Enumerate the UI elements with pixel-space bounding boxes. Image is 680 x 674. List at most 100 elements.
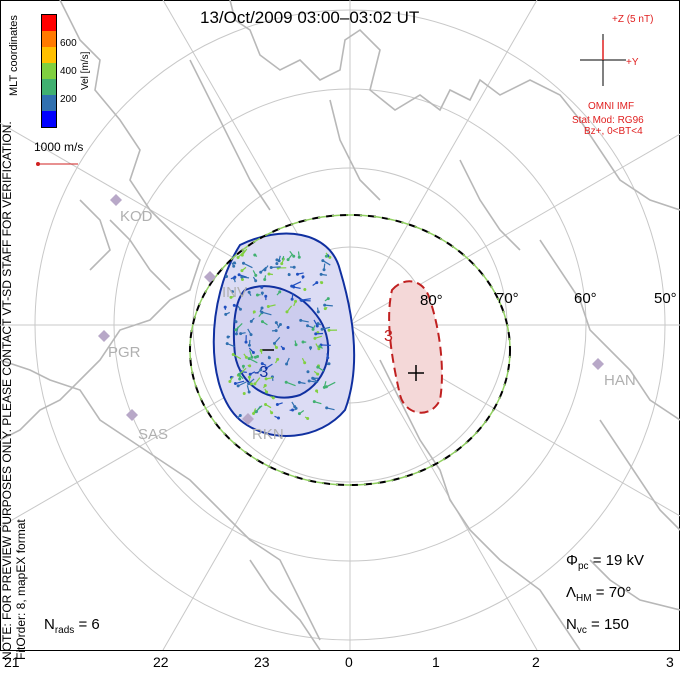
velocity-vector-origin (236, 256, 240, 260)
hm-latitude: ΛHM = 70° (566, 584, 631, 604)
velocity-vector-origin (266, 305, 270, 309)
velocity-vector-origin (242, 261, 246, 265)
velocity-vector-origin (269, 265, 273, 269)
velocity-vector-origin (276, 357, 280, 361)
preview-note: NOTE: FOR PREVIEW PURPOSES ONLY. PLEASE … (0, 121, 14, 660)
velocity-vector-origin (287, 273, 291, 277)
velocity-vector-origin (270, 411, 274, 415)
velocity-vector-origin (225, 274, 229, 278)
velocity-vector-origin (228, 380, 232, 384)
velocity-vector-origin (263, 383, 267, 387)
velocity-vector-origin (313, 336, 317, 340)
velocity-vector-origin (323, 303, 327, 307)
velocity-vector-origin (301, 275, 305, 279)
velocity-vector-origin (327, 362, 331, 366)
velocity-vector-origin (249, 382, 253, 386)
velocity-vector-origin (315, 324, 319, 328)
station-han-marker (592, 358, 604, 370)
velocity-vector (301, 298, 311, 301)
velocity-vector-origin (292, 254, 296, 258)
nvc-value: = 150 (586, 616, 629, 633)
lat-label-80: 80° (420, 292, 443, 309)
nrad-value: = 6 (74, 616, 100, 633)
station-markers (98, 194, 604, 425)
velocity-vector-origin (285, 362, 289, 366)
contour-label-pos: 3 (384, 328, 393, 345)
velocity-vector (243, 262, 253, 269)
velocity-vector-origin (223, 305, 227, 309)
velocity-vector-origin (291, 408, 295, 412)
dusk-inner-contour (232, 285, 330, 399)
colorbar-label: Vel [m/s] (80, 51, 91, 90)
velocity-vector-origin (274, 329, 278, 333)
imf-source-label: OMNI IMF (588, 101, 635, 112)
velocity-vector-origin (284, 380, 288, 384)
radar-count: Nrads = 6 (44, 616, 100, 636)
velocity-vector-origin (253, 355, 257, 359)
coastlines (0, 0, 680, 650)
velocity-vector-origin (324, 385, 328, 389)
velocity-vector (285, 381, 296, 387)
velocity-vector-origin (321, 259, 325, 263)
velocity-vector-origin (236, 384, 240, 388)
heppner-maynard-boundary (189, 214, 511, 486)
lambda-value: = 70° (591, 584, 632, 601)
fit-order-label: FitOrder: 8, mapEX format (14, 519, 28, 660)
velocity-vector-origin (260, 362, 264, 366)
velocity-vector-origin (254, 273, 258, 277)
dawn-convection-cell (388, 280, 443, 414)
colorbar-tick-600: 600 (60, 38, 77, 49)
velocity-vector-origin (320, 327, 324, 331)
velocity-vector-origin (299, 318, 303, 322)
velocity-vector-origin (325, 406, 329, 410)
phi-symbol: Φ (566, 552, 578, 569)
velocity-vector-origin (264, 377, 268, 381)
velocity-vector (235, 380, 245, 385)
mlt-tick-22: 22 (153, 654, 169, 670)
velocity-vector-origin (311, 327, 315, 331)
velocity-vector-origin (250, 355, 254, 359)
velocity-vector (237, 381, 247, 387)
velocity-vector-origin (232, 303, 236, 307)
velocity-vector-origin (276, 416, 280, 420)
velocity-vector (261, 311, 272, 316)
velocity-vector-origin (234, 332, 238, 336)
velocity-vector-origin (297, 412, 301, 416)
velocity-vector-origin (253, 382, 257, 386)
velocity-vector-origin (267, 356, 271, 360)
velocity-vector-origin (253, 253, 257, 257)
station-pgr-marker (98, 330, 110, 342)
velocity-vector-origin (316, 365, 320, 369)
velocity-vector-origin (294, 406, 298, 410)
imf-z-label: +Z (5 nT) (612, 14, 654, 25)
velocity-vector (237, 250, 246, 258)
velocity-vector-origin (247, 343, 251, 347)
velocity-vector-origin (286, 326, 290, 330)
velocity-vector-origin (260, 306, 264, 310)
mlt-tick-3: 3 (666, 654, 674, 670)
phi-value: = 19 kV (588, 552, 644, 569)
velocity-vector-origin (244, 340, 248, 344)
velocity-vector-origin (264, 366, 268, 370)
contour-label-neg: -3 (254, 364, 269, 381)
velocity-vector-origin (240, 277, 244, 281)
velocity-vector-origin (315, 281, 319, 285)
velocity-vector-origin (240, 275, 244, 279)
lambda-subscript: HM (576, 593, 592, 604)
velocity-colorbar (41, 14, 57, 128)
velocity-vector-origin (259, 349, 263, 353)
phi-subscript: pc (577, 561, 589, 572)
velocity-vector-origin (249, 333, 253, 337)
velocity-vector-origin (225, 342, 229, 346)
velocity-vector-origin (322, 268, 326, 272)
velocity-vector-origin (327, 328, 331, 332)
velocity-vector-origin (294, 343, 298, 347)
velocity-vector-origin (259, 368, 263, 372)
velocity-vector-origin (232, 261, 236, 265)
vector-count: Nvc = 150 (566, 616, 629, 636)
velocity-vector-origin (247, 382, 251, 386)
velocity-vector-origin (301, 340, 305, 344)
velocity-vector-origin (239, 332, 243, 336)
velocity-vector-origin (326, 356, 330, 360)
